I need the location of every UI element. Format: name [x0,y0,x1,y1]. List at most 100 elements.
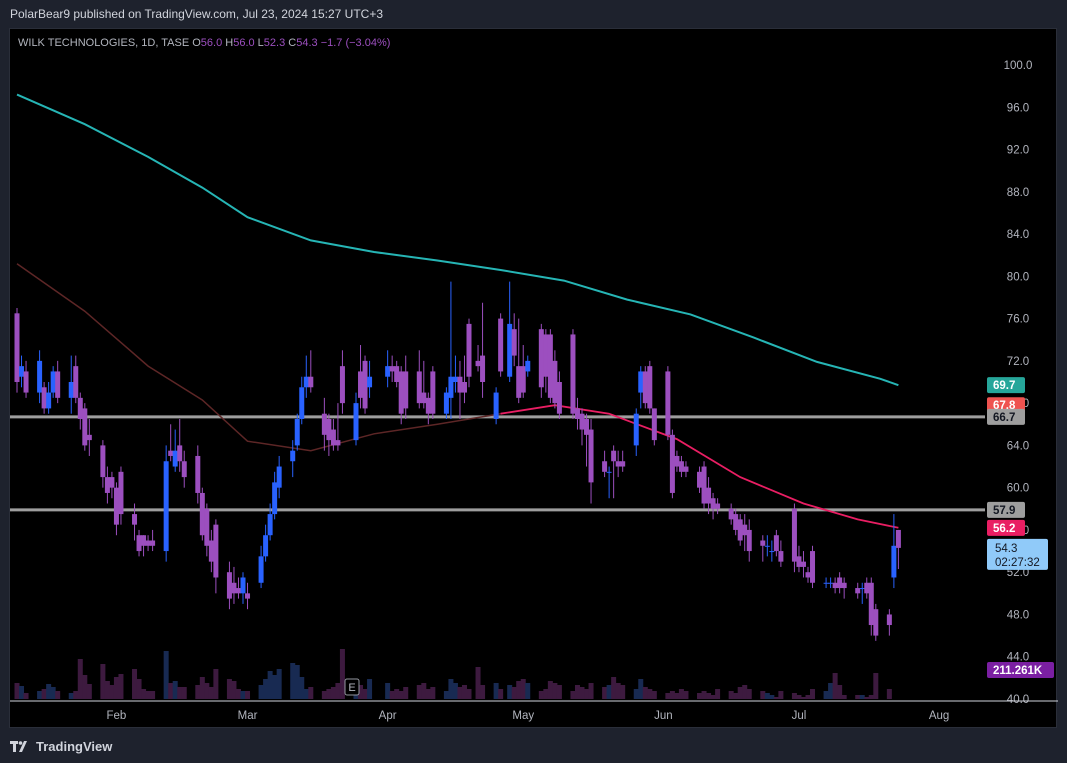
volume-bar [145,691,151,699]
volume-bar [520,679,526,699]
volume-bar [556,685,562,699]
candle-body [710,498,716,509]
x-month-label: Jun [654,710,673,722]
candle-body [208,540,214,562]
volume-bar [213,669,219,699]
volume-tag-label: 211.261K [993,665,1043,677]
candle-body [394,366,400,382]
volume-bar [14,683,20,699]
volume-bar [204,683,210,699]
candle-body [77,397,83,419]
volume-bar [886,689,892,699]
y-tick-label: 88.0 [1007,187,1029,199]
volume-bar [443,691,449,699]
candle-body [543,334,549,377]
candle-body [73,366,79,398]
candle-body [791,508,797,562]
volume-bar [715,689,721,699]
volume-bar [864,697,870,699]
volume-bar [737,687,743,699]
candle-body [511,329,517,356]
volume-bar [638,679,644,699]
price-chart[interactable]: E100.096.092.088.084.080.076.072.068.064… [10,29,1058,729]
candle-body [163,461,169,552]
candle-body [267,514,273,536]
volume-bar [245,691,251,699]
volume-bar [742,685,748,699]
volume-bar [50,687,56,699]
volume-bar [240,691,246,699]
candle-body [335,440,341,446]
volume-bar [828,683,834,699]
candle-body [168,450,174,456]
candle-body [764,545,770,547]
volume-bar [132,669,138,699]
volume-bar [511,687,517,699]
candle-body [443,392,449,414]
volume-bar [389,691,395,699]
candle-body [615,461,621,467]
volume-bar [276,669,282,699]
candle-body [855,588,861,594]
candle-body [290,450,296,462]
price-tag [987,519,1025,536]
ma200-line [16,93,899,387]
candle-body [466,323,472,377]
volume-bar [683,691,689,699]
volume-bar [19,686,25,699]
volume-bar [642,687,648,699]
price-tag [987,377,1025,394]
volume-bar [290,663,296,699]
price-tag [987,501,1025,518]
volume-bar [764,693,770,699]
volume-bar [620,685,626,699]
candle-body [226,572,232,599]
volume-bar [77,659,83,699]
candle-body [294,418,300,446]
x-month-label: Jul [792,710,807,722]
candle-body [606,471,612,473]
volume-bar [385,683,391,699]
candle-body [68,382,74,398]
volume-bar [195,685,201,699]
volume-bar [701,691,707,699]
volume-bar [430,687,436,699]
volume-bar [181,687,187,699]
candle-body [389,366,395,372]
volume-bar [800,697,806,699]
candle-body [556,382,562,414]
volume-bar [358,685,364,699]
volume-bar [606,685,612,699]
chart-panel[interactable]: E100.096.092.088.084.080.076.072.068.064… [9,28,1058,729]
footer-brand: TradingView [10,738,112,754]
candle-body [800,561,806,567]
candle-body [498,318,504,372]
candle-body [678,461,684,472]
candle-body [638,371,644,393]
price-tag-label: 66.7 [993,412,1015,424]
candle-body [461,382,467,393]
volume-bar [475,667,481,699]
price-tag-label: 69.7 [993,380,1015,392]
volume-bar [810,689,816,699]
candle-body [633,413,639,446]
candle-body [235,588,241,594]
candle-body [864,582,870,594]
volume-bar [859,695,865,699]
candle-body [240,577,246,594]
volume-bar [308,687,314,699]
candle-body [272,482,278,515]
volume-bar [104,681,110,699]
candle-body [868,582,874,626]
y-tick-label: 80.0 [1007,271,1029,283]
volume-bar [403,687,409,699]
candle-body [602,461,608,472]
candle-body [141,535,147,546]
y-tick-label: 52.0 [1007,567,1029,579]
volume-bar [841,695,847,699]
candle-body [330,429,336,446]
volume-bar [678,689,684,699]
x-month-label: May [512,710,534,722]
volume-bar [416,685,422,699]
y-tick-label: 76.0 [1007,314,1029,326]
